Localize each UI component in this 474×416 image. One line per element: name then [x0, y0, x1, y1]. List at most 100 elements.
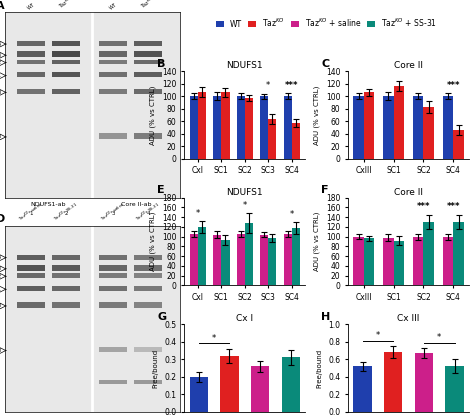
Bar — [423, 222, 434, 285]
FancyBboxPatch shape — [134, 41, 162, 46]
FancyBboxPatch shape — [52, 302, 80, 308]
Bar — [237, 234, 245, 285]
Bar — [354, 366, 372, 412]
Bar — [292, 228, 300, 285]
FancyBboxPatch shape — [134, 89, 162, 94]
Text: *: * — [290, 210, 294, 218]
Bar — [413, 237, 423, 285]
FancyBboxPatch shape — [52, 52, 80, 57]
FancyBboxPatch shape — [99, 273, 127, 278]
Title: Cx III: Cx III — [397, 314, 420, 323]
Bar — [245, 223, 253, 285]
Text: *: * — [437, 333, 441, 342]
Text: SC 4: SC 4 — [0, 42, 1, 47]
FancyBboxPatch shape — [52, 60, 80, 64]
FancyBboxPatch shape — [134, 52, 162, 57]
Bar — [364, 92, 374, 159]
FancyBboxPatch shape — [52, 72, 80, 77]
Text: ***: *** — [447, 202, 460, 211]
Bar — [354, 237, 364, 285]
Text: B: B — [157, 59, 166, 69]
Title: Cx I: Cx I — [236, 314, 253, 323]
Text: E: E — [157, 185, 165, 195]
Text: Taz$^{KO}$: Taz$^{KO}$ — [139, 0, 157, 11]
FancyBboxPatch shape — [52, 255, 80, 260]
FancyBboxPatch shape — [17, 60, 45, 64]
Bar — [453, 222, 464, 285]
FancyBboxPatch shape — [52, 265, 80, 271]
Bar — [260, 96, 268, 159]
FancyBboxPatch shape — [99, 72, 127, 77]
Bar — [220, 356, 238, 412]
Text: Core II-ab: Core II-ab — [120, 202, 151, 207]
FancyBboxPatch shape — [99, 41, 127, 46]
Title: NDUFS1: NDUFS1 — [227, 62, 263, 70]
FancyBboxPatch shape — [17, 285, 45, 291]
Bar — [292, 123, 300, 159]
Bar — [453, 130, 464, 159]
FancyBboxPatch shape — [17, 89, 45, 94]
Legend: WT, Taz$^{KO}$, Taz$^{KO}$ + saline, Taz$^{KO}$ + SS-31: WT, Taz$^{KO}$, Taz$^{KO}$ + saline, Taz… — [216, 16, 437, 29]
Bar — [221, 240, 229, 285]
Text: SC 2: SC 2 — [0, 274, 1, 279]
Bar — [413, 96, 423, 159]
Text: NDUFS1-ab: NDUFS1-ab — [31, 202, 66, 207]
Text: Cx III: Cx III — [0, 134, 1, 139]
Text: ***: *** — [285, 81, 299, 89]
Text: G: G — [157, 312, 166, 322]
Y-axis label: ADU (% vs CTRL): ADU (% vs CTRL) — [314, 85, 320, 145]
Bar — [245, 98, 253, 159]
Y-axis label: ADU (% vs CTRL): ADU (% vs CTRL) — [150, 85, 156, 145]
Text: C: C — [321, 59, 329, 69]
FancyBboxPatch shape — [52, 285, 80, 291]
FancyBboxPatch shape — [99, 380, 127, 384]
Text: WT: WT — [26, 2, 36, 11]
Text: SC 1: SC 1 — [0, 287, 1, 292]
Bar — [190, 377, 208, 412]
Text: F: F — [321, 185, 329, 195]
FancyBboxPatch shape — [99, 133, 127, 139]
Bar — [251, 366, 269, 412]
FancyBboxPatch shape — [134, 265, 162, 271]
Text: Taz$^{KO}$: Taz$^{KO}$ — [57, 0, 75, 11]
Text: SC 3: SC 3 — [0, 53, 1, 58]
FancyBboxPatch shape — [99, 265, 127, 271]
Bar — [213, 96, 221, 159]
FancyBboxPatch shape — [134, 273, 162, 278]
FancyBboxPatch shape — [17, 265, 45, 271]
Bar — [282, 357, 300, 412]
Text: *: * — [376, 331, 380, 340]
Bar — [198, 227, 206, 285]
FancyBboxPatch shape — [52, 41, 80, 46]
FancyBboxPatch shape — [17, 72, 45, 77]
FancyBboxPatch shape — [134, 347, 162, 352]
Text: SC 2: SC 2 — [0, 60, 1, 65]
FancyBboxPatch shape — [99, 255, 127, 260]
FancyBboxPatch shape — [99, 52, 127, 57]
Text: WT: WT — [109, 2, 118, 11]
Bar — [268, 119, 276, 159]
FancyBboxPatch shape — [17, 273, 45, 278]
Text: A: A — [0, 1, 5, 11]
Text: Cx III: Cx III — [0, 348, 1, 353]
Bar — [383, 238, 394, 285]
FancyBboxPatch shape — [52, 273, 80, 278]
FancyBboxPatch shape — [99, 347, 127, 352]
Bar — [354, 96, 364, 159]
Bar — [443, 237, 453, 285]
Text: Taz$^{KO}$+saline: Taz$^{KO}$+saline — [17, 200, 46, 224]
Bar — [443, 96, 453, 159]
Bar — [190, 234, 198, 285]
Text: Cx I: Cx I — [0, 303, 1, 308]
Bar — [446, 366, 464, 412]
FancyBboxPatch shape — [134, 60, 162, 64]
FancyBboxPatch shape — [17, 255, 45, 260]
Bar — [394, 240, 404, 285]
Text: *: * — [266, 81, 270, 90]
FancyBboxPatch shape — [99, 89, 127, 94]
Text: ***: *** — [417, 202, 430, 211]
FancyBboxPatch shape — [134, 302, 162, 308]
Bar — [260, 235, 268, 285]
FancyBboxPatch shape — [99, 302, 127, 308]
Bar — [283, 96, 292, 159]
